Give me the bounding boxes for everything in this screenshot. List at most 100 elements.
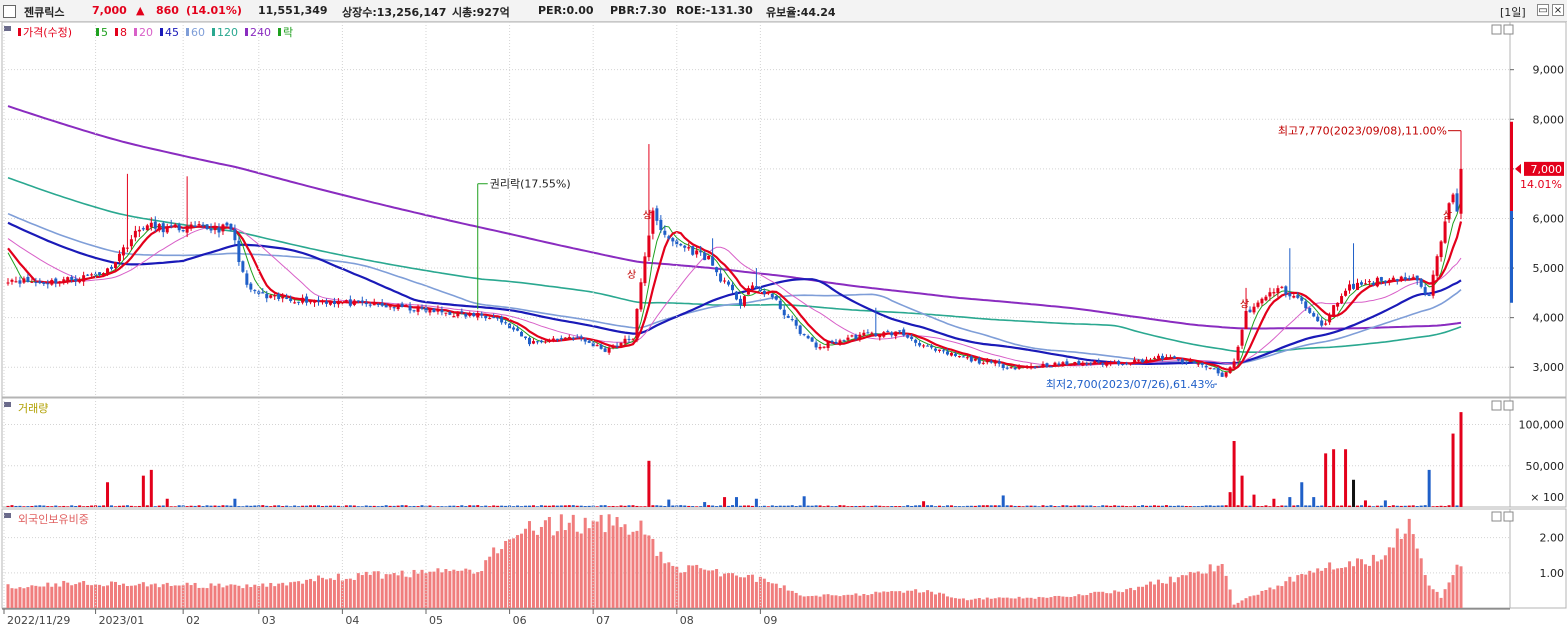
candle-body xyxy=(340,302,344,304)
volume-bar xyxy=(452,505,456,507)
volume-bar xyxy=(583,506,587,507)
volume-bar xyxy=(177,505,181,507)
volume-bar xyxy=(344,505,348,507)
candle-body xyxy=(854,334,858,339)
candle-body xyxy=(786,315,790,318)
candle-body xyxy=(145,225,149,231)
foreign-bar xyxy=(1204,573,1208,608)
volume-bar xyxy=(1244,505,1248,507)
foreign-bar xyxy=(731,573,735,608)
candle-body xyxy=(957,356,961,358)
period-button[interactable]: [1일] xyxy=(1500,6,1526,19)
foreign-bar xyxy=(285,585,289,608)
candle-body xyxy=(1172,356,1176,359)
candle-body xyxy=(1224,372,1228,377)
foreign-bar xyxy=(930,591,934,608)
close-icon[interactable]: × xyxy=(1552,4,1564,16)
volume-bar xyxy=(635,505,639,507)
volume-bar xyxy=(1363,500,1367,507)
foreign-bar xyxy=(559,514,563,608)
stock-name: 젠큐릭스 xyxy=(24,6,65,19)
volume-bar xyxy=(1089,505,1093,507)
foreign-bar xyxy=(535,534,539,608)
foreign-bar xyxy=(1363,564,1367,608)
restore-icon[interactable]: ▭ xyxy=(1537,4,1549,16)
x-tick-label: 2022/11/29 xyxy=(7,614,70,627)
volume-bar xyxy=(619,505,623,507)
foreign-bar xyxy=(388,574,392,608)
candle-body xyxy=(1359,282,1363,285)
foreign-bar xyxy=(468,569,472,608)
volume-bar xyxy=(233,498,237,507)
volume-bar xyxy=(460,505,464,507)
foreign-bar xyxy=(492,547,496,608)
foreign-bar xyxy=(1411,534,1415,608)
foreign-bar xyxy=(476,572,480,608)
volume-bar xyxy=(1001,495,1005,507)
foreign-bar xyxy=(1065,596,1069,608)
candle-body xyxy=(738,298,742,305)
candle-body xyxy=(961,356,965,358)
candle-body xyxy=(372,302,376,306)
volume-bar xyxy=(185,506,189,507)
volume-bar xyxy=(1156,505,1160,507)
volume-bar xyxy=(1184,505,1188,507)
foreign-bar xyxy=(472,573,476,608)
candle-body xyxy=(360,300,364,303)
candle-body xyxy=(78,279,82,283)
volume-bar xyxy=(320,505,324,507)
candle-body xyxy=(412,310,416,312)
foreign-bar xyxy=(1379,559,1383,608)
volume-bar xyxy=(1300,482,1304,507)
foreign-bar xyxy=(416,573,420,608)
foreign-bar xyxy=(269,582,273,608)
candle-body xyxy=(1077,361,1081,365)
candle-body xyxy=(683,245,687,248)
volume-bar xyxy=(249,505,253,507)
volume-bar xyxy=(794,506,798,507)
volume-bar xyxy=(1415,506,1419,507)
candle-body xyxy=(707,255,711,260)
volume-bar xyxy=(1236,505,1240,507)
volume-bar xyxy=(957,506,961,507)
volume-bar xyxy=(324,505,328,507)
candle-body xyxy=(1129,363,1133,365)
foreign-bar xyxy=(595,521,599,608)
candle-body xyxy=(332,300,336,305)
volume-bar xyxy=(535,506,539,507)
candle-body xyxy=(336,301,340,305)
volume-bar xyxy=(464,506,468,507)
candle-body xyxy=(607,347,611,353)
foreign-bar xyxy=(62,580,66,608)
foreign-bar xyxy=(575,531,579,608)
foreign-bar xyxy=(436,568,440,608)
volume-bar xyxy=(1085,505,1089,507)
volume-bar xyxy=(1220,505,1224,507)
stock-select-checkbox[interactable] xyxy=(3,5,16,18)
candle-body xyxy=(1328,315,1332,323)
volume-bar xyxy=(571,505,575,507)
foreign-bar xyxy=(814,595,818,608)
volume-bar xyxy=(563,505,567,507)
volume-bar xyxy=(639,506,643,507)
candle-body xyxy=(197,224,201,226)
candle-body xyxy=(1097,361,1101,363)
candle-body xyxy=(1332,305,1336,317)
volume-bar xyxy=(659,505,663,507)
volume-bar xyxy=(197,505,201,507)
foreign-bar xyxy=(229,584,233,608)
volume-bar xyxy=(866,506,870,507)
volume-bar xyxy=(1053,506,1057,507)
foreign-bar xyxy=(547,516,551,608)
pane-collapse-icon xyxy=(1491,400,1502,411)
candle-body xyxy=(181,230,185,232)
legend-label: 45 xyxy=(165,26,179,39)
volume-bar xyxy=(703,502,707,507)
volume-bar xyxy=(1005,505,1009,507)
foreign-bar xyxy=(695,564,699,608)
volume-bar xyxy=(133,506,137,507)
volume-bar xyxy=(663,506,667,507)
foreign-bar xyxy=(985,597,989,608)
candle-body xyxy=(1252,306,1256,313)
foreign-bar xyxy=(1236,602,1240,608)
